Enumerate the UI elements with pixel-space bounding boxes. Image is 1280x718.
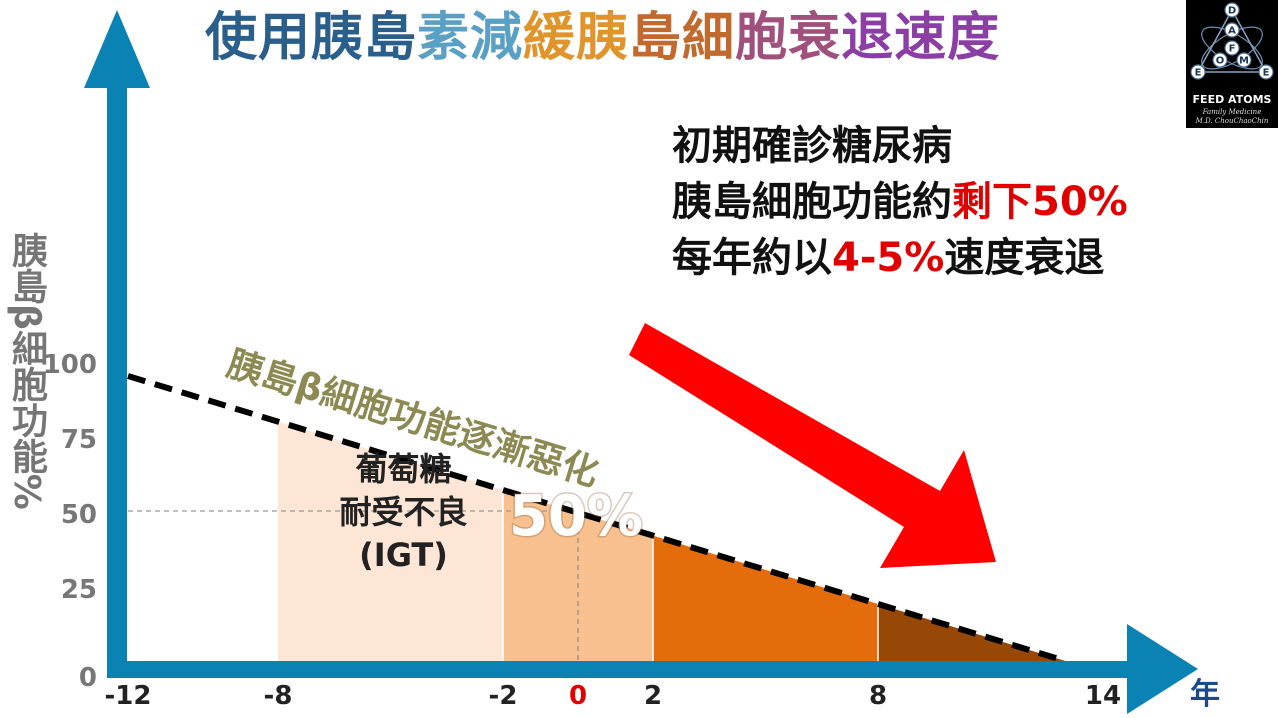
logo-letter: D — [1228, 6, 1236, 17]
title-segment: 素減 — [417, 8, 524, 68]
region-label-50-percent: 50% — [509, 484, 643, 549]
logo-letter: E — [1195, 68, 1202, 79]
y-axis-label: 胰島β細胞功能% — [6, 232, 47, 510]
x-tick-label: 14 — [1085, 681, 1121, 711]
trend-line — [127, 373, 1067, 664]
logo-node — [1212, 52, 1228, 68]
region-0 — [278, 421, 503, 661]
y-axis — [107, 50, 127, 678]
x-tick-label: 2 — [644, 681, 662, 711]
y-tick-label: 25 — [61, 575, 97, 605]
page-title: 使用胰島素減緩胰島細胞衰退速度 — [205, 6, 1155, 70]
logo-letter: M — [1239, 56, 1249, 67]
x-tick-label: -2 — [489, 681, 518, 711]
region-2 — [653, 535, 878, 661]
logo-node — [1224, 22, 1240, 38]
x-tick-label: 0 — [569, 681, 587, 711]
logo-name: FEED ATOMS — [1192, 93, 1272, 106]
annotation-line-2-b: 剩下50% — [952, 179, 1128, 225]
logo-node — [1258, 64, 1274, 80]
x-tick-label: 8 — [869, 681, 887, 711]
annotation-line-2: 胰島細胞功能約剩下50% — [672, 174, 1128, 230]
x-tick-label: -8 — [264, 681, 293, 711]
logo-subtitle-2: M.D. ChouChaoChin — [1195, 117, 1269, 125]
y-tick-label: 100 — [43, 350, 97, 380]
x-axis-arrowhead — [1127, 624, 1198, 714]
x-axis — [107, 661, 1137, 678]
y-tick-label: 0 — [79, 663, 97, 693]
region-label-igt: 耐受不良 — [339, 493, 467, 531]
annotation-text: 初期確診糖尿病 胰島細胞功能約剩下50% 每年約以4-5%速度衰退 — [672, 118, 1128, 286]
y-tick-label: 50 — [61, 500, 97, 530]
annotation-line-3-a: 每年約以 — [672, 235, 832, 281]
title-segment: 使用胰島 — [205, 8, 418, 68]
title-segment: 退速度 — [841, 8, 1001, 68]
decline-arrow — [629, 323, 996, 568]
annotation-line-3: 每年約以4-5%速度衰退 — [672, 230, 1128, 286]
logo-node — [1224, 40, 1240, 56]
title-segment: 緩胰 — [523, 8, 630, 68]
logo-letter: O — [1216, 56, 1225, 67]
title-segment: 胞衰 — [735, 8, 842, 68]
x-tick-label: -12 — [105, 681, 152, 711]
triangle — [1196, 8, 1268, 73]
region-label-igt: 葡萄糖 — [355, 450, 451, 488]
y-axis-arrowhead — [84, 10, 150, 88]
logo-subtitle-1: Family Medicine — [1202, 108, 1262, 116]
annotation-line-2-a: 胰島細胞功能約 — [672, 179, 952, 225]
logo-node — [1224, 2, 1240, 18]
region-label-igt: (IGT) — [359, 536, 448, 574]
x-axis-label: 年 — [1190, 677, 1220, 712]
logo-letter: A — [1228, 26, 1236, 37]
title-segment: 島細 — [629, 8, 736, 68]
y-tick-label: 75 — [61, 425, 97, 455]
annotation-line-1: 初期確診糖尿病 — [672, 123, 952, 169]
logo-node — [1236, 52, 1252, 68]
logo-node — [1190, 64, 1206, 80]
logo-letter: F — [1229, 44, 1236, 55]
annotation-line-3-c: 速度衰退 — [944, 235, 1105, 281]
logo-letter: E — [1263, 68, 1270, 79]
annotation-line-3-b: 4-5% — [832, 235, 945, 281]
